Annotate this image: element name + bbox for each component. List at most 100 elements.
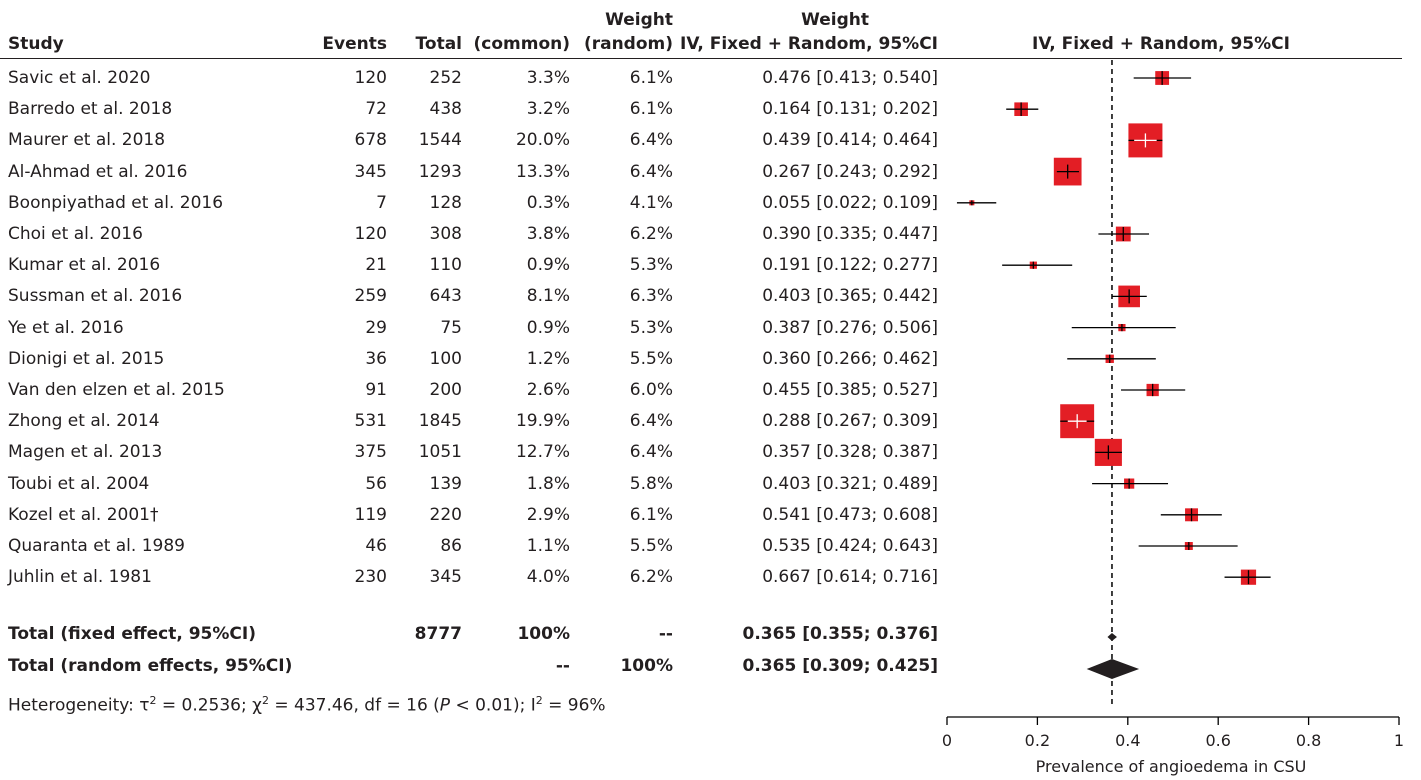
ci-text-cell: 0.390 [0.335; 0.447]	[762, 224, 938, 244]
weight-random-cell: 5.5%	[629, 536, 673, 556]
header-weight-common-top: Weight	[801, 10, 869, 30]
total-cell: 110	[429, 255, 462, 276]
total-cell: 86	[440, 536, 462, 556]
weight-common-cell: 0.9%	[526, 255, 570, 276]
ci-text-cell: 0.164 [0.131; 0.202]	[762, 99, 938, 120]
weight-random-cell: 6.4%	[629, 130, 673, 151]
weight-random-cell: 5.3%	[629, 255, 673, 276]
weight-common-cell: 0.9%	[526, 317, 570, 338]
study-name-cell: Zhong et al. 2014	[8, 411, 160, 432]
x-tick-label: 0.8	[1296, 731, 1321, 750]
header-weight-common-bottom: (common)	[473, 34, 570, 54]
summary-diamond	[1086, 659, 1140, 679]
study-name-cell: Van den elzen et al. 2015	[8, 380, 225, 400]
ci-text-cell: 0.360 [0.266; 0.462]	[762, 348, 938, 369]
weight-random-cell: 5.8%	[629, 473, 673, 494]
x-tick-label: 0	[942, 731, 952, 750]
study-name-cell: Maurer et al. 2018	[8, 130, 166, 151]
weight-random-cell: 6.1%	[629, 99, 673, 120]
weight-random-cell: 100%	[620, 656, 673, 676]
header-study: Study	[8, 34, 64, 54]
ci-text-cell: 0.267 [0.243; 0.292]	[762, 161, 938, 182]
weight-random-cell: 6.1%	[629, 504, 673, 525]
weight-random-cell: 5.3%	[629, 317, 673, 338]
events-cell: 678	[354, 130, 387, 151]
header-weight-random-bottom: (random)	[583, 34, 673, 54]
ci-text-cell: 0.357 [0.328; 0.387]	[762, 442, 938, 463]
weight-random-cell: 6.1%	[629, 68, 673, 88]
header-total: Total	[415, 34, 462, 54]
total-cell: 1051	[418, 442, 462, 463]
summary-label-cell: Total (random effects, 95%CI)	[8, 656, 293, 676]
study-name-cell: Magen et al. 2013	[8, 442, 163, 463]
study-name-cell: Dionigi et al. 2015	[8, 348, 165, 369]
weight-random-cell: 6.3%	[629, 286, 673, 307]
total-cell: 1293	[418, 161, 462, 182]
total-cell: 220	[429, 504, 462, 525]
events-cell: 36	[365, 348, 387, 369]
ci-text-cell: 0.365 [0.355; 0.376]	[742, 624, 939, 644]
study-name-cell: Barredo et al. 2018	[8, 99, 173, 120]
study-name-cell: Kozel et al. 2001†	[8, 504, 159, 525]
weight-common-cell: 2.9%	[526, 504, 570, 525]
x-tick-label: 0.6	[1205, 731, 1230, 750]
study-name-cell: Choi et al. 2016	[8, 224, 143, 244]
weight-common-cell: 1.2%	[526, 348, 570, 369]
weight-common-cell: 1.1%	[526, 536, 570, 556]
total-cell: 200	[429, 380, 462, 400]
ci-text-cell: 0.541 [0.473; 0.608]	[762, 504, 938, 525]
events-cell: 46	[365, 536, 387, 556]
ci-text-cell: 0.055 [0.022; 0.109]	[762, 192, 938, 213]
weight-random-cell: 6.4%	[629, 442, 673, 463]
weight-common-cell: 3.2%	[526, 99, 570, 120]
study-name-cell: Al-Ahmad et al. 2016	[8, 161, 188, 182]
header-events: Events	[322, 34, 387, 54]
ci-text-cell: 0.191 [0.122; 0.277]	[762, 255, 938, 276]
study-name-cell: Kumar et al. 2016	[8, 255, 161, 276]
ci-text-cell: 0.403 [0.321; 0.489]	[762, 473, 938, 494]
weight-random-cell: 6.0%	[629, 380, 673, 400]
ci-text-cell: 0.439 [0.414; 0.464]	[762, 130, 938, 151]
weight-common-cell: 12.7%	[515, 442, 570, 463]
total-cell: 252	[429, 68, 462, 88]
study-name-cell: Quaranta et al. 1989	[8, 536, 185, 556]
events-cell: 120	[354, 224, 387, 244]
weight-random-cell: --	[658, 624, 673, 644]
total-cell: 345	[429, 567, 462, 588]
total-cell: 438	[429, 99, 462, 120]
weight-common-cell: 0.3%	[526, 192, 570, 213]
total-cell: 308	[429, 224, 462, 244]
events-cell: 259	[354, 286, 387, 307]
events-cell: 120	[354, 68, 387, 88]
events-cell: 345	[354, 161, 387, 182]
ci-text-cell: 0.288 [0.267; 0.309]	[762, 411, 938, 432]
study-name-cell: Sussman et al. 2016	[8, 286, 183, 307]
ci-text-cell: 0.667 [0.614; 0.716]	[762, 567, 938, 588]
total-cell: 1544	[418, 130, 462, 151]
ci-text-cell: 0.455 [0.385; 0.527]	[762, 380, 938, 400]
header-plot-column: IV, Fixed + Random, 95%CI	[1032, 34, 1290, 54]
events-cell: 21	[365, 255, 387, 276]
weight-random-cell: 6.2%	[629, 224, 673, 244]
total-cell: 75	[440, 317, 462, 338]
header-weight-random-top: Weight	[605, 10, 673, 30]
summary-label-cell: Total (fixed effect, 95%CI)	[8, 624, 256, 644]
total-cell: 643	[429, 286, 462, 307]
weight-common-cell: 1.8%	[526, 473, 570, 494]
events-cell: 29	[365, 317, 387, 338]
total-cell: 1845	[418, 411, 462, 432]
heterogeneity-text: Heterogeneity: τ2 = 0.2536; χ2 = 437.46,…	[8, 694, 606, 716]
events-cell: 91	[365, 380, 387, 400]
study-name-cell: Toubi et al. 2004	[8, 473, 150, 494]
total-cell: 8777	[414, 624, 462, 644]
total-cell: 128	[429, 192, 462, 213]
events-cell: 230	[354, 567, 387, 588]
weight-common-cell: 2.6%	[526, 380, 570, 400]
ci-text-cell: 0.476 [0.413; 0.540]	[762, 68, 938, 88]
weight-common-cell: 20.0%	[515, 130, 570, 151]
x-tick-label: 0.2	[1025, 731, 1050, 750]
ci-text-cell: 0.535 [0.424; 0.643]	[762, 536, 938, 556]
study-name-cell: Boonpiyathad et al. 2016	[8, 192, 224, 213]
x-axis-title: Prevalence of angioedema in CSU	[1036, 757, 1307, 776]
